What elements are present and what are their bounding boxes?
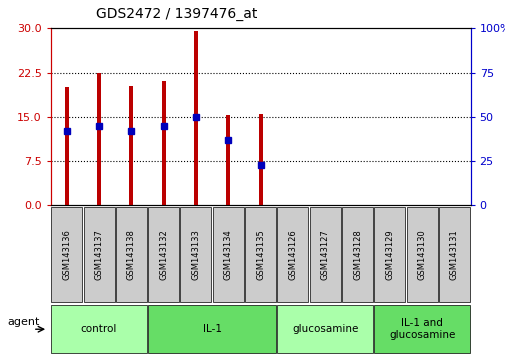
Text: GSM143136: GSM143136	[62, 229, 71, 280]
Text: IL-1 and
glucosamine: IL-1 and glucosamine	[388, 318, 454, 340]
FancyBboxPatch shape	[341, 207, 372, 302]
Text: GSM143131: GSM143131	[449, 229, 458, 280]
Text: GSM143138: GSM143138	[127, 229, 136, 280]
Text: GSM143135: GSM143135	[256, 229, 265, 280]
FancyBboxPatch shape	[51, 306, 147, 353]
FancyBboxPatch shape	[277, 207, 308, 302]
FancyBboxPatch shape	[244, 207, 276, 302]
Bar	[258, 114, 262, 205]
Text: GSM143129: GSM143129	[384, 229, 393, 280]
FancyBboxPatch shape	[213, 207, 243, 302]
FancyBboxPatch shape	[147, 306, 276, 353]
Text: IL-1: IL-1	[202, 324, 221, 334]
FancyBboxPatch shape	[51, 207, 82, 302]
Text: agent: agent	[8, 317, 40, 327]
FancyBboxPatch shape	[438, 207, 469, 302]
FancyBboxPatch shape	[309, 207, 340, 302]
Text: control: control	[81, 324, 117, 334]
Text: GSM143132: GSM143132	[159, 229, 168, 280]
Text: GSM143128: GSM143128	[352, 229, 361, 280]
FancyBboxPatch shape	[83, 207, 114, 302]
Text: glucosamine: glucosamine	[291, 324, 358, 334]
FancyBboxPatch shape	[374, 207, 405, 302]
Text: GDS2472 / 1397476_at: GDS2472 / 1397476_at	[96, 7, 257, 21]
Text: GSM143126: GSM143126	[288, 229, 297, 280]
FancyBboxPatch shape	[180, 207, 211, 302]
FancyBboxPatch shape	[277, 306, 373, 353]
FancyBboxPatch shape	[373, 306, 469, 353]
Text: GSM143127: GSM143127	[320, 229, 329, 280]
Bar	[193, 31, 197, 205]
Bar	[226, 115, 230, 205]
FancyBboxPatch shape	[116, 207, 146, 302]
Text: GSM143133: GSM143133	[191, 229, 200, 280]
FancyBboxPatch shape	[148, 207, 179, 302]
Text: GSM143137: GSM143137	[94, 229, 104, 280]
Bar	[97, 73, 101, 205]
Bar	[162, 81, 165, 205]
Bar	[65, 87, 69, 205]
FancyBboxPatch shape	[406, 207, 437, 302]
Text: GSM143134: GSM143134	[223, 229, 232, 280]
Bar	[129, 86, 133, 205]
Text: GSM143130: GSM143130	[417, 229, 426, 280]
